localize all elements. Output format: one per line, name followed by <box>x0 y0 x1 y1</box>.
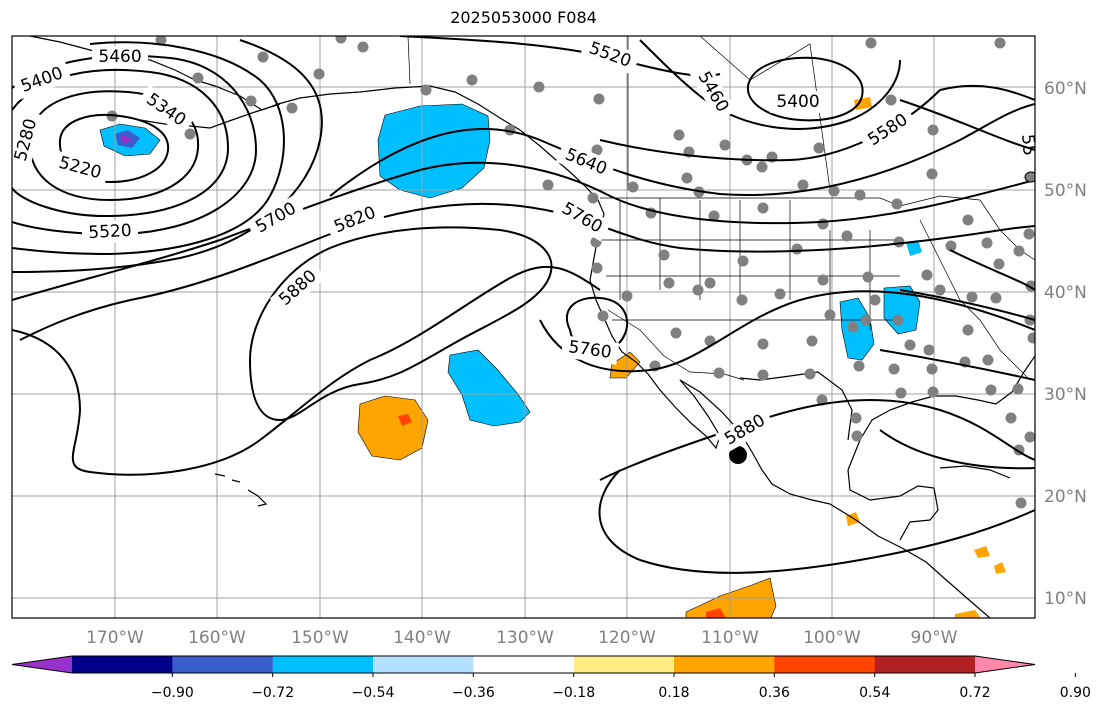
contour-5940-east <box>879 429 1035 470</box>
coast-alaska-south <box>299 85 599 201</box>
lon-label: 120°W <box>598 628 656 648</box>
colorbar-tick-label: 0.72 <box>959 685 990 701</box>
colorbar-tick-label: −0.54 <box>352 685 395 701</box>
contour-label: 5400 <box>776 92 819 112</box>
lat-label: 30°N <box>1044 385 1087 405</box>
colorbar-tick-label: 0.54 <box>859 685 890 701</box>
lon-label: 130°W <box>496 628 554 648</box>
contour-5460-ring <box>12 41 285 256</box>
coast-central-america <box>829 503 991 618</box>
colorbar-tick-label: −0.72 <box>251 685 294 701</box>
coast-hawaii <box>214 473 268 507</box>
map-title: 2025053000 F084 <box>450 8 597 27</box>
contour-label: 5460 <box>98 47 141 67</box>
contour-5760-east <box>539 290 1035 373</box>
colorbar-tick-label: −0.36 <box>452 685 495 701</box>
lat-label: 10°N <box>1044 589 1087 609</box>
colorbar-tick-label: −0.18 <box>552 685 595 701</box>
colorbar-segment <box>72 656 173 673</box>
lon-label: 100°W <box>803 628 861 648</box>
contour-5880-south <box>599 399 1035 481</box>
contour-5400-closed <box>746 56 864 122</box>
lon-label: 170°W <box>86 628 144 648</box>
coast-mexico-west <box>679 379 831 505</box>
coast-baja <box>647 373 721 450</box>
colorbar-segment <box>573 656 675 673</box>
contour-east-2 <box>939 84 1035 101</box>
lon-label: 140°W <box>393 628 451 648</box>
colorbar-segment <box>874 656 976 673</box>
colorbar-tick-label: 0.90 <box>1060 685 1091 701</box>
contour-5640 <box>329 103 1035 197</box>
contour-5820 <box>12 265 601 476</box>
contour-5340-ring <box>12 69 230 218</box>
neg-anomaly-pacific <box>447 349 531 427</box>
contour-east-5 <box>879 349 1035 381</box>
colorbar-outline <box>11 655 1036 674</box>
colorbar-segment <box>674 656 775 673</box>
lon-label: 150°W <box>291 628 349 648</box>
pos-anomaly-pacific-core <box>398 414 412 426</box>
colorbar-segment <box>473 656 575 673</box>
coast-cuba <box>939 465 1011 479</box>
colorbar-extend-low <box>12 656 72 673</box>
contour-5700 <box>12 161 1035 301</box>
colorbar-segment <box>373 656 474 673</box>
colorbar: −0.90 −0.72 −0.54 −0.36 −0.18 0.18 0.36 0.54 0.7… <box>11 655 1091 701</box>
lat-label: 20°N <box>1044 487 1087 507</box>
station-markers <box>106 36 1035 509</box>
contour-5880-ring <box>248 226 553 422</box>
contour-label: 5520 <box>88 221 132 243</box>
lon-label: 160°W <box>188 628 246 648</box>
pos-anomaly-carib-2 <box>974 546 990 558</box>
contour-5880-low <box>598 469 1035 574</box>
coast-aleutians <box>139 103 281 129</box>
pos-anomaly-carib-1 <box>955 610 981 618</box>
colorbar-tick-label: −0.90 <box>151 685 194 701</box>
coast-yucatan <box>847 469 939 541</box>
coast-mexico-interior <box>739 371 853 441</box>
contour-east-4 <box>899 289 1035 321</box>
colorbar-segment <box>172 656 274 673</box>
colorbar-segment <box>272 656 374 673</box>
latitude-labels: 60°N 50°N 40°N 30°N 20°N 10°N <box>1044 79 1087 609</box>
contour-east-1 <box>899 99 1035 151</box>
lat-label: 50°N <box>1044 181 1087 201</box>
lat-label: 40°N <box>1044 283 1087 303</box>
pos-anomaly-canada <box>854 97 872 110</box>
contour-5280-ring <box>28 90 200 202</box>
colorbar-segment <box>774 656 876 673</box>
contour-label: 55 <box>1017 133 1039 156</box>
neg-anomaly-iowa <box>906 240 922 256</box>
pos-anomaly-south-core <box>706 608 726 618</box>
edge-marker <box>1024 171 1035 183</box>
colorbar-tick-label: 0.36 <box>759 685 790 701</box>
contour-east-3 <box>949 249 1035 291</box>
contour-5460-north <box>639 39 901 130</box>
pos-anomaly-carib-3 <box>994 562 1006 574</box>
focus-marker <box>729 446 747 464</box>
lat-label: 60°N <box>1044 79 1087 99</box>
colorbar-extend-high <box>975 656 1035 673</box>
pos-anomaly-pacific <box>357 395 429 461</box>
neg-anomaly-aleutian-purple <box>120 135 131 144</box>
lon-label: 110°W <box>701 628 759 648</box>
anomaly-shading <box>99 97 1006 618</box>
longitude-labels: 170°W 160°W 150°W 140°W 130°W 120°W 110°… <box>86 628 958 648</box>
colorbar-tick-label: 0.18 <box>658 685 689 701</box>
lon-label: 90°W <box>911 628 958 648</box>
contour-5760-outer <box>19 202 1035 341</box>
map-frame <box>11 35 1036 619</box>
